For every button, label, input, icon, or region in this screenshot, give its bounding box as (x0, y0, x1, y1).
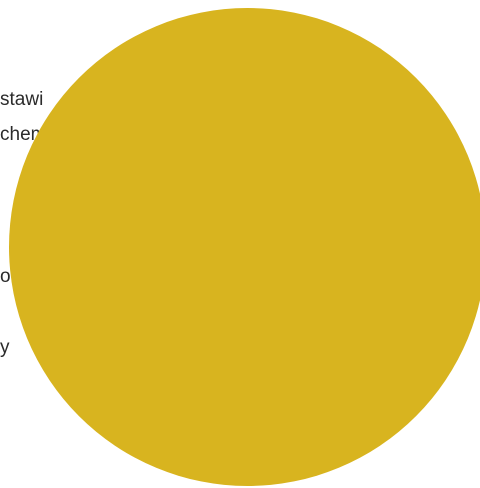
text-fragment-y: y (0, 337, 10, 358)
text-fragment-stawi: stawi (0, 89, 44, 110)
yellow-circle (9, 8, 480, 486)
text-fragment-o: o (0, 266, 11, 287)
